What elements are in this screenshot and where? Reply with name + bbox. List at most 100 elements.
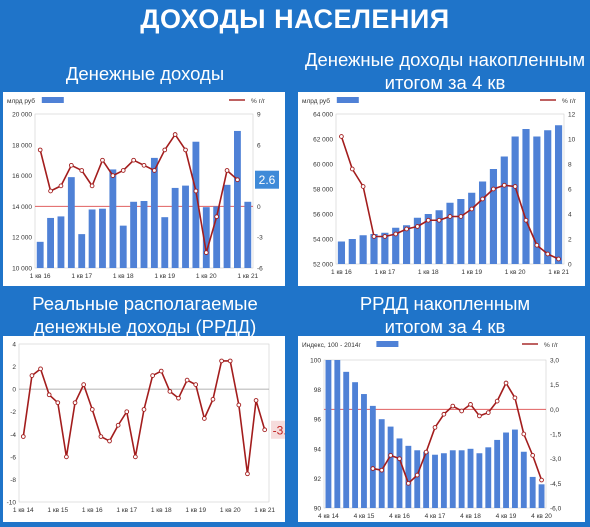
bar	[413, 217, 422, 264]
line-point	[68, 162, 74, 168]
bar	[446, 202, 454, 264]
x-tick-label: 1 кв 21	[548, 269, 569, 276]
bar	[432, 454, 438, 508]
x-tick-label: 1 кв 21	[237, 273, 258, 280]
line-point	[262, 427, 268, 433]
bar	[150, 157, 158, 268]
x-tick-label: 4 кв 20	[531, 513, 552, 520]
x-tick-label: 1 кв 16	[331, 269, 352, 276]
line-point	[236, 402, 242, 408]
y-left-tick-label: 62 000	[313, 137, 333, 144]
bar	[500, 156, 508, 264]
x-tick-label: 1 кв 17	[71, 273, 92, 280]
line-point	[89, 407, 95, 412]
bar	[348, 239, 356, 264]
chart2-subtitle: Денежные доходы накопленным итогом за 4 …	[304, 49, 586, 93]
bar	[414, 450, 421, 508]
bar	[202, 207, 210, 268]
y-right-tick-label: 4	[568, 212, 572, 219]
x-tick-label: 1 кв 19	[154, 273, 175, 280]
legend-line-label: % г/г	[562, 98, 577, 105]
y-left-tick-label: 96	[314, 417, 322, 424]
bar	[171, 187, 179, 268]
line-point	[98, 434, 104, 439]
bar	[467, 448, 474, 508]
y-left-tick-label: 4	[12, 342, 16, 349]
line-point	[423, 449, 429, 455]
chart1-subtitle: Денежные доходы	[65, 63, 225, 84]
bar	[458, 450, 465, 508]
line-point	[100, 157, 105, 163]
line-point	[503, 380, 509, 386]
line-point	[201, 416, 207, 421]
x-tick-label: 1 кв 20	[196, 273, 217, 280]
chart4-svg: Индекс, 100 - 2014г % г/г 90 92 94 96 98 100 -6,…	[302, 341, 562, 520]
y-left-tick-label: 56 000	[313, 212, 333, 219]
bar	[182, 185, 189, 268]
line-point	[167, 389, 173, 394]
y-left-tick-label: 18 000	[12, 142, 32, 149]
y-left-tick-label: 98	[314, 387, 322, 394]
chart3-svg: -10 -8 -6 -4 -2 0 2 4 1 кв 14 1 кв 15 1 кв 16 1 кв …	[7, 342, 285, 514]
line-point	[494, 398, 500, 404]
line-point	[468, 402, 473, 407]
chart4-subtitle: РРДД накопленным итогом за 4 кв	[359, 293, 531, 337]
line-point	[37, 147, 43, 153]
chart2-panel: млрд руб % г/г 52 000 54 000 56 000 58 000 60 …	[298, 92, 585, 286]
bar	[47, 217, 54, 268]
bar	[337, 241, 346, 264]
line-point	[491, 186, 496, 192]
series-line	[372, 382, 543, 485]
y-right-tick-label: 12	[568, 112, 576, 119]
x-tick-label: 4 кв 18	[460, 513, 481, 520]
bar	[369, 405, 376, 508]
bar	[378, 419, 385, 508]
y-right-tick-label: -3	[257, 235, 263, 242]
y-left-tick-label: 52 000	[313, 262, 333, 269]
line-point	[79, 168, 85, 173]
y-left-tick-label: 64 000	[313, 112, 333, 119]
y-left-tick-label: 58 000	[313, 187, 333, 194]
line-point	[203, 250, 209, 255]
line-point	[360, 184, 366, 189]
bar	[533, 136, 541, 264]
x-tick-label: 1 кв 16	[30, 273, 51, 280]
line-point	[530, 453, 536, 458]
bar	[529, 476, 536, 508]
bar	[424, 214, 432, 264]
line-point	[58, 183, 64, 189]
bar	[213, 206, 221, 268]
legend-line-label: % г/г	[251, 98, 266, 105]
y-right-tick-label: -4,5	[550, 481, 562, 488]
bar	[440, 453, 447, 508]
y-left-tick-label: 14 000	[12, 204, 32, 211]
line-point	[404, 226, 409, 232]
y-left-tick-label: 54 000	[313, 237, 333, 244]
line-point	[107, 438, 112, 444]
y-right-tick-label: 9	[257, 112, 261, 119]
x-tick-label: 1 кв 17	[116, 507, 137, 514]
x-tick-label: 1 кв 21	[254, 507, 275, 514]
legend-line-label: % г/г	[544, 342, 559, 349]
series-line	[22, 360, 266, 475]
bar	[161, 217, 169, 268]
last-value-label: 2.6	[259, 173, 276, 187]
x-tick-label: 1 кв 18	[151, 507, 172, 514]
y-left-tick-label: 0	[12, 387, 16, 394]
bar	[223, 184, 231, 268]
chart3-panel: -10 -8 -6 -4 -2 0 2 4 1 кв 14 1 кв 15 1 кв 16 1 кв …	[3, 336, 285, 522]
line-point	[534, 242, 540, 248]
line-point	[48, 188, 53, 194]
line-point	[46, 392, 52, 398]
page-title: ДОХОДЫ НАСЕЛЕНИЯ	[140, 4, 450, 34]
bar	[352, 382, 359, 508]
line-point	[158, 368, 164, 374]
bar	[78, 234, 86, 268]
bar	[544, 130, 552, 264]
y-right-tick-label: 1,5	[550, 382, 559, 389]
line-point	[235, 177, 240, 183]
line-point	[55, 400, 61, 406]
bar	[396, 438, 403, 508]
line-point	[512, 184, 518, 189]
x-tick-label: 1 кв 15	[47, 507, 68, 514]
